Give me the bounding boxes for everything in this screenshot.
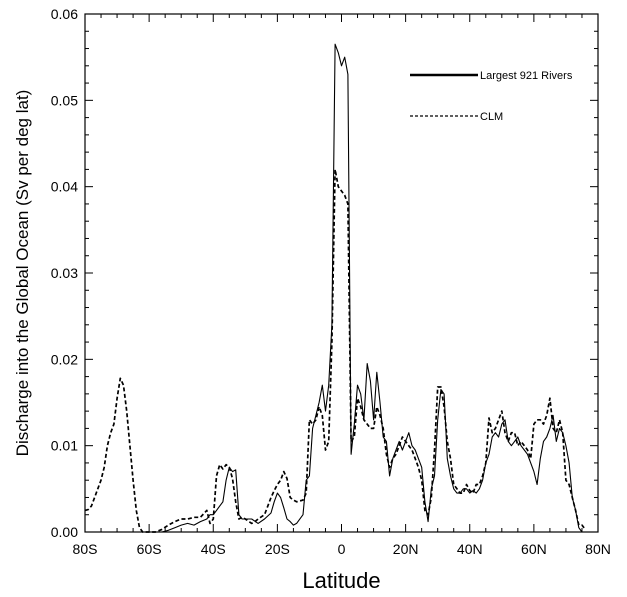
y-tick-label: 0.03 xyxy=(51,265,78,281)
y-tick-label: 0.01 xyxy=(51,438,78,454)
y-tick-label: 0.00 xyxy=(51,524,78,540)
x-tick-label: 80S xyxy=(73,541,98,557)
axis-ticks: 80S 60S 40S 20S 0 20N 40N 60N 80N 0.00 0.01 0.02 0.0… xyxy=(51,6,611,557)
x-tick-label: 20N xyxy=(393,541,419,557)
legend-label-clm: CLM xyxy=(480,111,503,123)
x-tick-label: 60S xyxy=(137,541,162,557)
legend-label-largest-rivers: Largest 921 Rivers xyxy=(480,70,573,82)
series-line-clm xyxy=(84,168,586,533)
y-tick-label: 0.04 xyxy=(51,179,78,195)
series-layer xyxy=(84,43,586,533)
x-tick-label: 0 xyxy=(338,541,346,557)
x-tick-label: 80N xyxy=(585,541,611,557)
y-axis-title: Discharge into the Global Ocean (Sv per … xyxy=(13,90,32,457)
x-axis-title: Latitude xyxy=(302,568,380,593)
x-tick-label: 20S xyxy=(265,541,290,557)
legend: Largest 921 Rivers CLM xyxy=(410,70,573,123)
x-tick-label: 40N xyxy=(457,541,483,557)
x-tick-label: 40S xyxy=(201,541,226,557)
y-tick-label: 0.05 xyxy=(51,92,78,108)
series-line-largest-rivers xyxy=(161,43,583,533)
plot-frame xyxy=(84,13,599,533)
y-tick-label: 0.06 xyxy=(51,6,78,22)
x-tick-label: 60N xyxy=(521,541,547,557)
y-tick-label: 0.02 xyxy=(51,351,78,367)
